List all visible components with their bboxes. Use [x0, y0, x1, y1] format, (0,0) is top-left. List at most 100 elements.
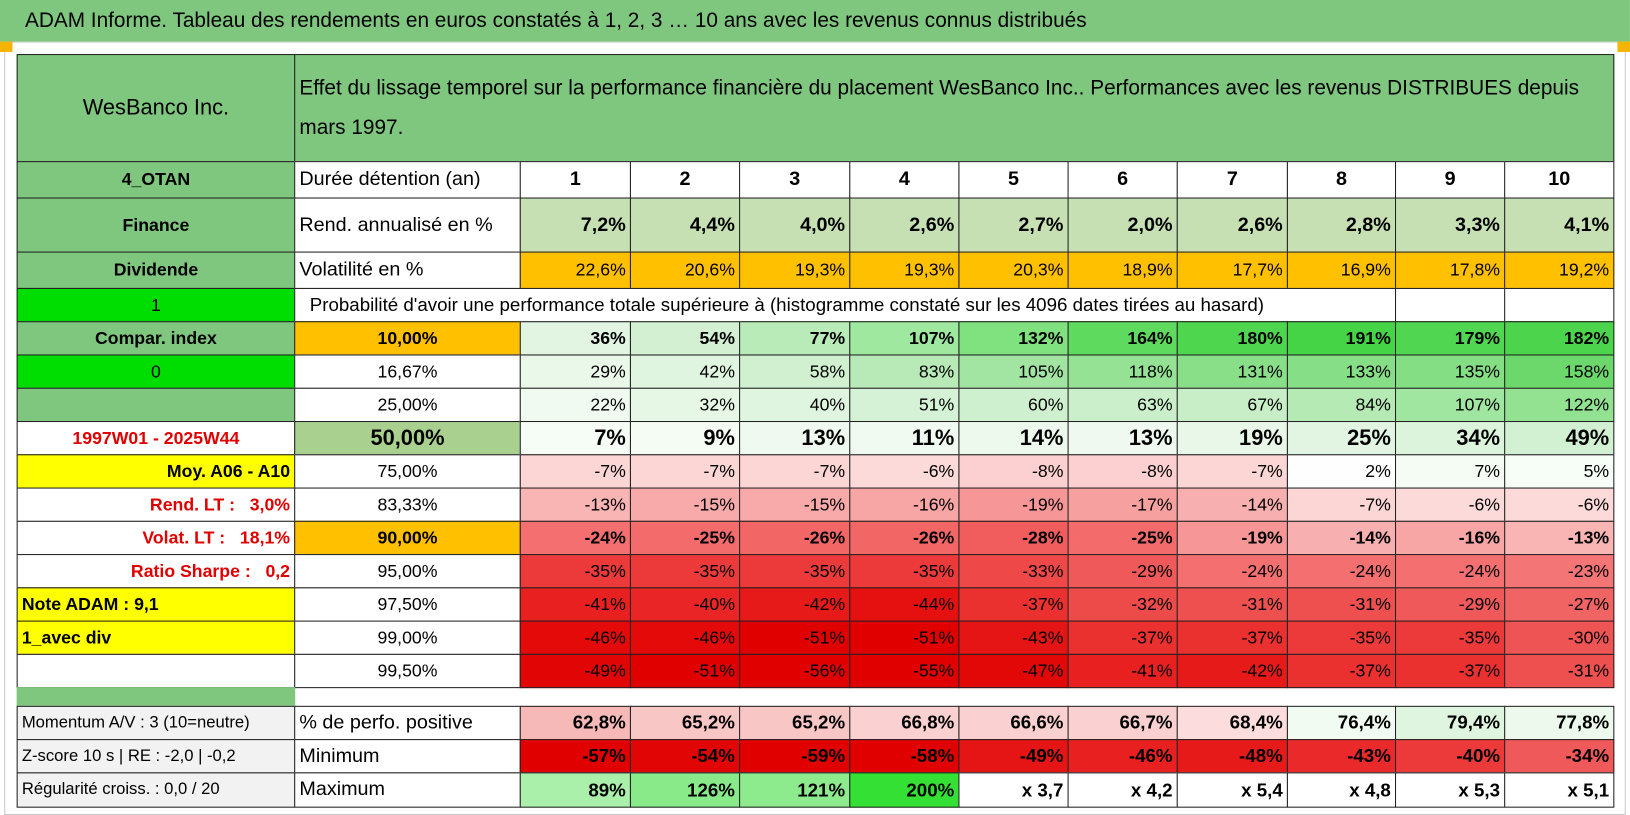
value-cell: 16,9% — [1286, 251, 1397, 289]
summary-label: Z-score 10 s | RE : -2,0 | -0,2 — [16, 739, 296, 774]
value-cell: -6% — [849, 454, 960, 489]
row-metric: 75,00% — [294, 454, 521, 489]
value-cell: -43% — [1286, 739, 1397, 774]
value-cell: -24% — [1176, 554, 1288, 589]
value-cell: x 5,1 — [1504, 772, 1615, 808]
value-cell: 20,3% — [958, 251, 1069, 289]
value-cell: 135% — [1395, 354, 1506, 389]
value-cell: 9% — [629, 420, 741, 456]
value-cell: -54% — [629, 739, 741, 774]
value-cell: 20,6% — [629, 251, 741, 289]
value-cell: 19,3% — [739, 251, 851, 289]
value-cell: -7% — [1286, 487, 1397, 522]
value-cell: -19% — [958, 487, 1069, 522]
value-cell: 54% — [629, 321, 741, 356]
value-cell: -48% — [1176, 739, 1288, 774]
value-cell: -57% — [519, 739, 631, 774]
row-label — [16, 387, 296, 423]
value-cell: 32% — [629, 387, 741, 423]
value-cell: 107% — [1395, 387, 1506, 423]
row-label — [16, 653, 296, 689]
value-cell: 62,8% — [519, 705, 631, 741]
value-cell: -26% — [849, 520, 960, 556]
value-cell: 2,8% — [1286, 197, 1397, 253]
value-cell: -31% — [1504, 653, 1615, 689]
value-cell: 11% — [849, 420, 960, 456]
value-cell: 122% — [1504, 387, 1615, 423]
value-cell: -31% — [1286, 587, 1397, 622]
value-cell: -6% — [1395, 487, 1506, 522]
value-cell: 5 — [958, 161, 1069, 199]
value-cell: 200% — [849, 772, 960, 808]
value-cell: -55% — [849, 653, 960, 689]
summary-metric: Minimum — [294, 739, 521, 774]
row-label: Moy. A06 - A10 — [16, 454, 296, 489]
value-cell: -46% — [1067, 739, 1178, 774]
value-cell: -25% — [629, 520, 741, 556]
title: ADAM Informe. Tableau des rendements en … — [24, 8, 1087, 32]
value-cell: 105% — [958, 354, 1069, 389]
value-cell: -29% — [1067, 554, 1178, 589]
value-cell: 77,8% — [1504, 705, 1615, 741]
value-cell: -24% — [1395, 554, 1506, 589]
value-cell: -51% — [629, 653, 741, 689]
corner — [1617, 41, 1630, 52]
value-cell: 51% — [849, 387, 960, 423]
value-cell: 191% — [1286, 321, 1397, 356]
value-cell: -25% — [1067, 520, 1178, 556]
value-cell: -15% — [629, 487, 741, 522]
value-cell: 65,2% — [629, 705, 741, 741]
value-cell: -42% — [1176, 653, 1288, 689]
value-cell: 182% — [1504, 321, 1615, 356]
value-cell: -43% — [958, 620, 1069, 655]
value-cell: 118% — [1067, 354, 1178, 389]
value-cell: 89% — [519, 772, 631, 808]
value-cell: -42% — [739, 587, 851, 622]
value-cell: 84% — [1286, 387, 1397, 423]
value-cell: -13% — [519, 487, 631, 522]
value-cell: 4,1% — [1504, 197, 1615, 253]
row-label: Finance — [16, 197, 296, 253]
value-cell: -30% — [1504, 620, 1615, 655]
value-cell: 36% — [519, 321, 631, 356]
value-cell: 2 — [629, 161, 741, 199]
row-metric: 50,00% — [294, 420, 521, 456]
value-cell: -35% — [629, 554, 741, 589]
value-cell: -15% — [739, 487, 851, 522]
value-cell: -6% — [1504, 487, 1615, 522]
row-metric: Volatilité en % — [294, 251, 521, 289]
value-cell: x 3,7 — [958, 772, 1069, 808]
row-metric: 99,50% — [294, 653, 521, 689]
value-cell: 9 — [1395, 161, 1506, 199]
gap-cell — [16, 687, 296, 707]
value-cell: 19,2% — [1504, 251, 1615, 289]
value-cell: -34% — [1504, 739, 1615, 774]
value-cell: -49% — [958, 739, 1069, 774]
value-cell: -7% — [629, 454, 741, 489]
value-cell: -35% — [1395, 620, 1506, 655]
value-cell: 58% — [739, 354, 851, 389]
value-cell: 83% — [849, 354, 960, 389]
empty-cell — [1395, 287, 1506, 323]
value-cell: 13% — [739, 420, 851, 456]
value-cell: -58% — [849, 739, 960, 774]
value-cell: 4,4% — [629, 197, 741, 253]
value-cell: -23% — [1504, 554, 1615, 589]
value-cell: 3,3% — [1395, 197, 1506, 253]
value-cell: -17% — [1067, 487, 1178, 522]
value-cell: 8 — [1286, 161, 1397, 199]
value-cell: -40% — [629, 587, 741, 622]
value-cell: -16% — [849, 487, 960, 522]
value-cell: 7% — [1395, 454, 1506, 489]
empty-cell — [1504, 287, 1615, 323]
summary-label: Régularité croiss. : 0,0 / 20 — [16, 772, 296, 808]
value-cell: 67% — [1176, 387, 1288, 423]
value-cell: 42% — [629, 354, 741, 389]
value-cell: 2,6% — [849, 197, 960, 253]
row-label: 1997W01 - 2025W44 — [16, 420, 296, 456]
value-cell: 65,2% — [739, 705, 851, 741]
value-cell: 66,7% — [1067, 705, 1178, 741]
value-cell: -33% — [958, 554, 1069, 589]
value-cell: -24% — [1286, 554, 1397, 589]
